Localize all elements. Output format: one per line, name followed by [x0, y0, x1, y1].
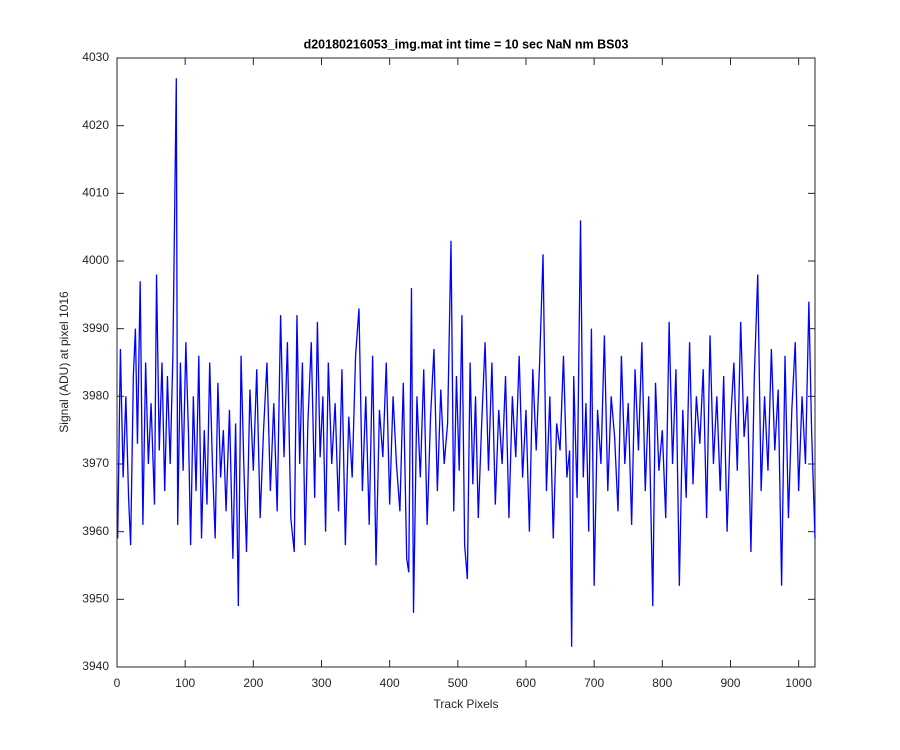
x-tick-label: 600 — [516, 676, 536, 690]
x-tick-label: 500 — [448, 676, 468, 690]
x-tick-label: 800 — [652, 676, 672, 690]
x-axis-label: Track Pixels — [434, 697, 499, 711]
y-tick-label: 3980 — [82, 389, 109, 403]
x-tick-label: 400 — [380, 676, 400, 690]
x-tick-label: 1000 — [785, 676, 812, 690]
x-tick-label: 300 — [311, 676, 331, 690]
y-tick-label: 4000 — [82, 253, 109, 267]
x-tick-label: 0 — [114, 676, 121, 690]
y-tick-label: 3940 — [82, 659, 109, 673]
data-line — [117, 78, 816, 647]
x-tick-label: 700 — [584, 676, 604, 690]
y-tick-label: 4010 — [82, 186, 109, 200]
y-axis-label: Signal (ADU) at pixel 1016 — [57, 291, 71, 433]
y-tick-label: 3970 — [82, 456, 109, 470]
y-tick-label: 3990 — [82, 321, 109, 335]
y-tick-label: 4020 — [82, 118, 109, 132]
x-tick-label: 200 — [243, 676, 263, 690]
x-tick-label: 900 — [720, 676, 740, 690]
x-tick-label: 100 — [175, 676, 195, 690]
y-tick-label: 3950 — [82, 592, 109, 606]
y-tick-label: 3960 — [82, 524, 109, 538]
chart-title: d20180216053_img.mat int time = 10 sec N… — [304, 37, 629, 51]
y-tick-label: 4030 — [82, 50, 109, 64]
